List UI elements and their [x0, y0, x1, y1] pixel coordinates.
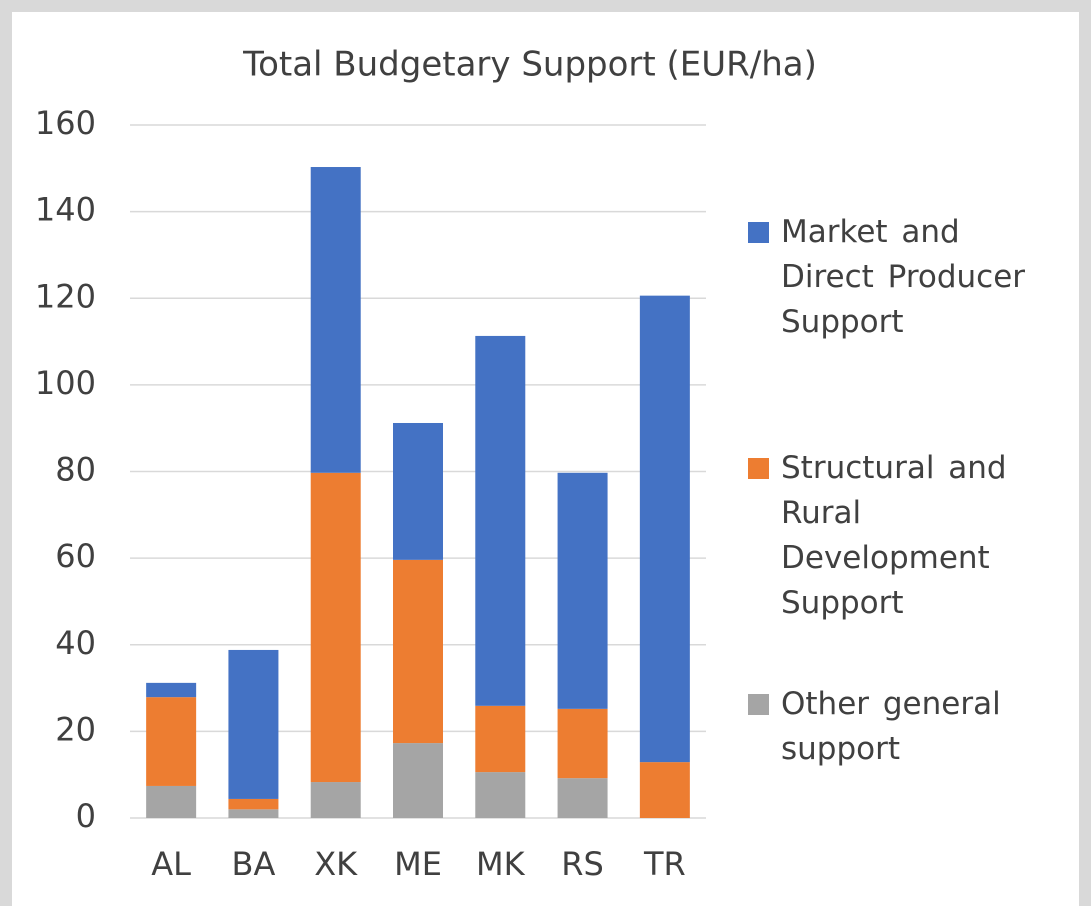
y-tick-label: 60 — [55, 537, 96, 575]
x-tick-label: BA — [232, 845, 276, 883]
legend-label: Market and Direct Producer Support — [781, 214, 1026, 340]
bar-segment — [146, 697, 197, 786]
bar-segment — [475, 705, 526, 773]
bar-segment — [393, 743, 443, 818]
bar-segment — [639, 762, 690, 818]
x-tick-label: AL — [151, 845, 191, 883]
y-tick-label: 80 — [55, 451, 96, 489]
y-tick-label: 40 — [55, 624, 96, 662]
chart-title: Total Budgetary Support (EUR/ha) — [242, 45, 817, 85]
y-tick-label: 100 — [35, 364, 96, 402]
x-tick-label: TR — [643, 845, 686, 883]
bar-segment — [146, 682, 197, 698]
legend-swatch — [748, 694, 769, 715]
bar-segment — [310, 782, 361, 818]
x-tick-label: MK — [476, 845, 526, 883]
legend-item: Other general support — [748, 682, 1056, 772]
x-tick-label: ME — [394, 845, 442, 883]
y-tick-label: 160 — [35, 104, 96, 142]
bar-segment — [639, 295, 690, 763]
bar-segment — [228, 649, 279, 799]
x-tick-label: RS — [561, 845, 604, 883]
legend-swatch — [748, 222, 769, 243]
y-tick-label: 20 — [55, 710, 96, 748]
legend-item: Market and Direct Producer Support — [748, 210, 1056, 345]
bar-segment — [310, 472, 361, 783]
x-tick-label: XK — [314, 845, 358, 883]
bar-segment — [228, 798, 279, 810]
bar-segment — [557, 778, 608, 818]
y-tick-label: 0 — [76, 797, 96, 835]
legend-label: Structural and Rural Development Support — [781, 450, 1007, 621]
bar-segment — [557, 472, 608, 709]
legend-swatch — [748, 458, 769, 479]
bar-segment — [393, 422, 443, 560]
bar-segment — [310, 167, 361, 473]
bar-segment — [393, 559, 443, 744]
legend-label: Other general support — [781, 686, 1001, 767]
bar-segment — [475, 335, 526, 706]
y-tick-label: 140 — [35, 191, 96, 229]
bar-segment — [228, 809, 279, 818]
y-tick-label: 120 — [35, 277, 96, 315]
bar-segment — [475, 772, 526, 818]
legend-item: Structural and Rural Development Support — [748, 446, 1056, 626]
bar-segment — [146, 785, 197, 818]
bar-segment — [557, 708, 608, 779]
chart-card: Total Budgetary Support (EUR/ha) 0 20 40 60… — [12, 12, 1079, 906]
chart: Total Budgetary Support (EUR/ha) 0 20 40 60… — [35, 45, 817, 884]
